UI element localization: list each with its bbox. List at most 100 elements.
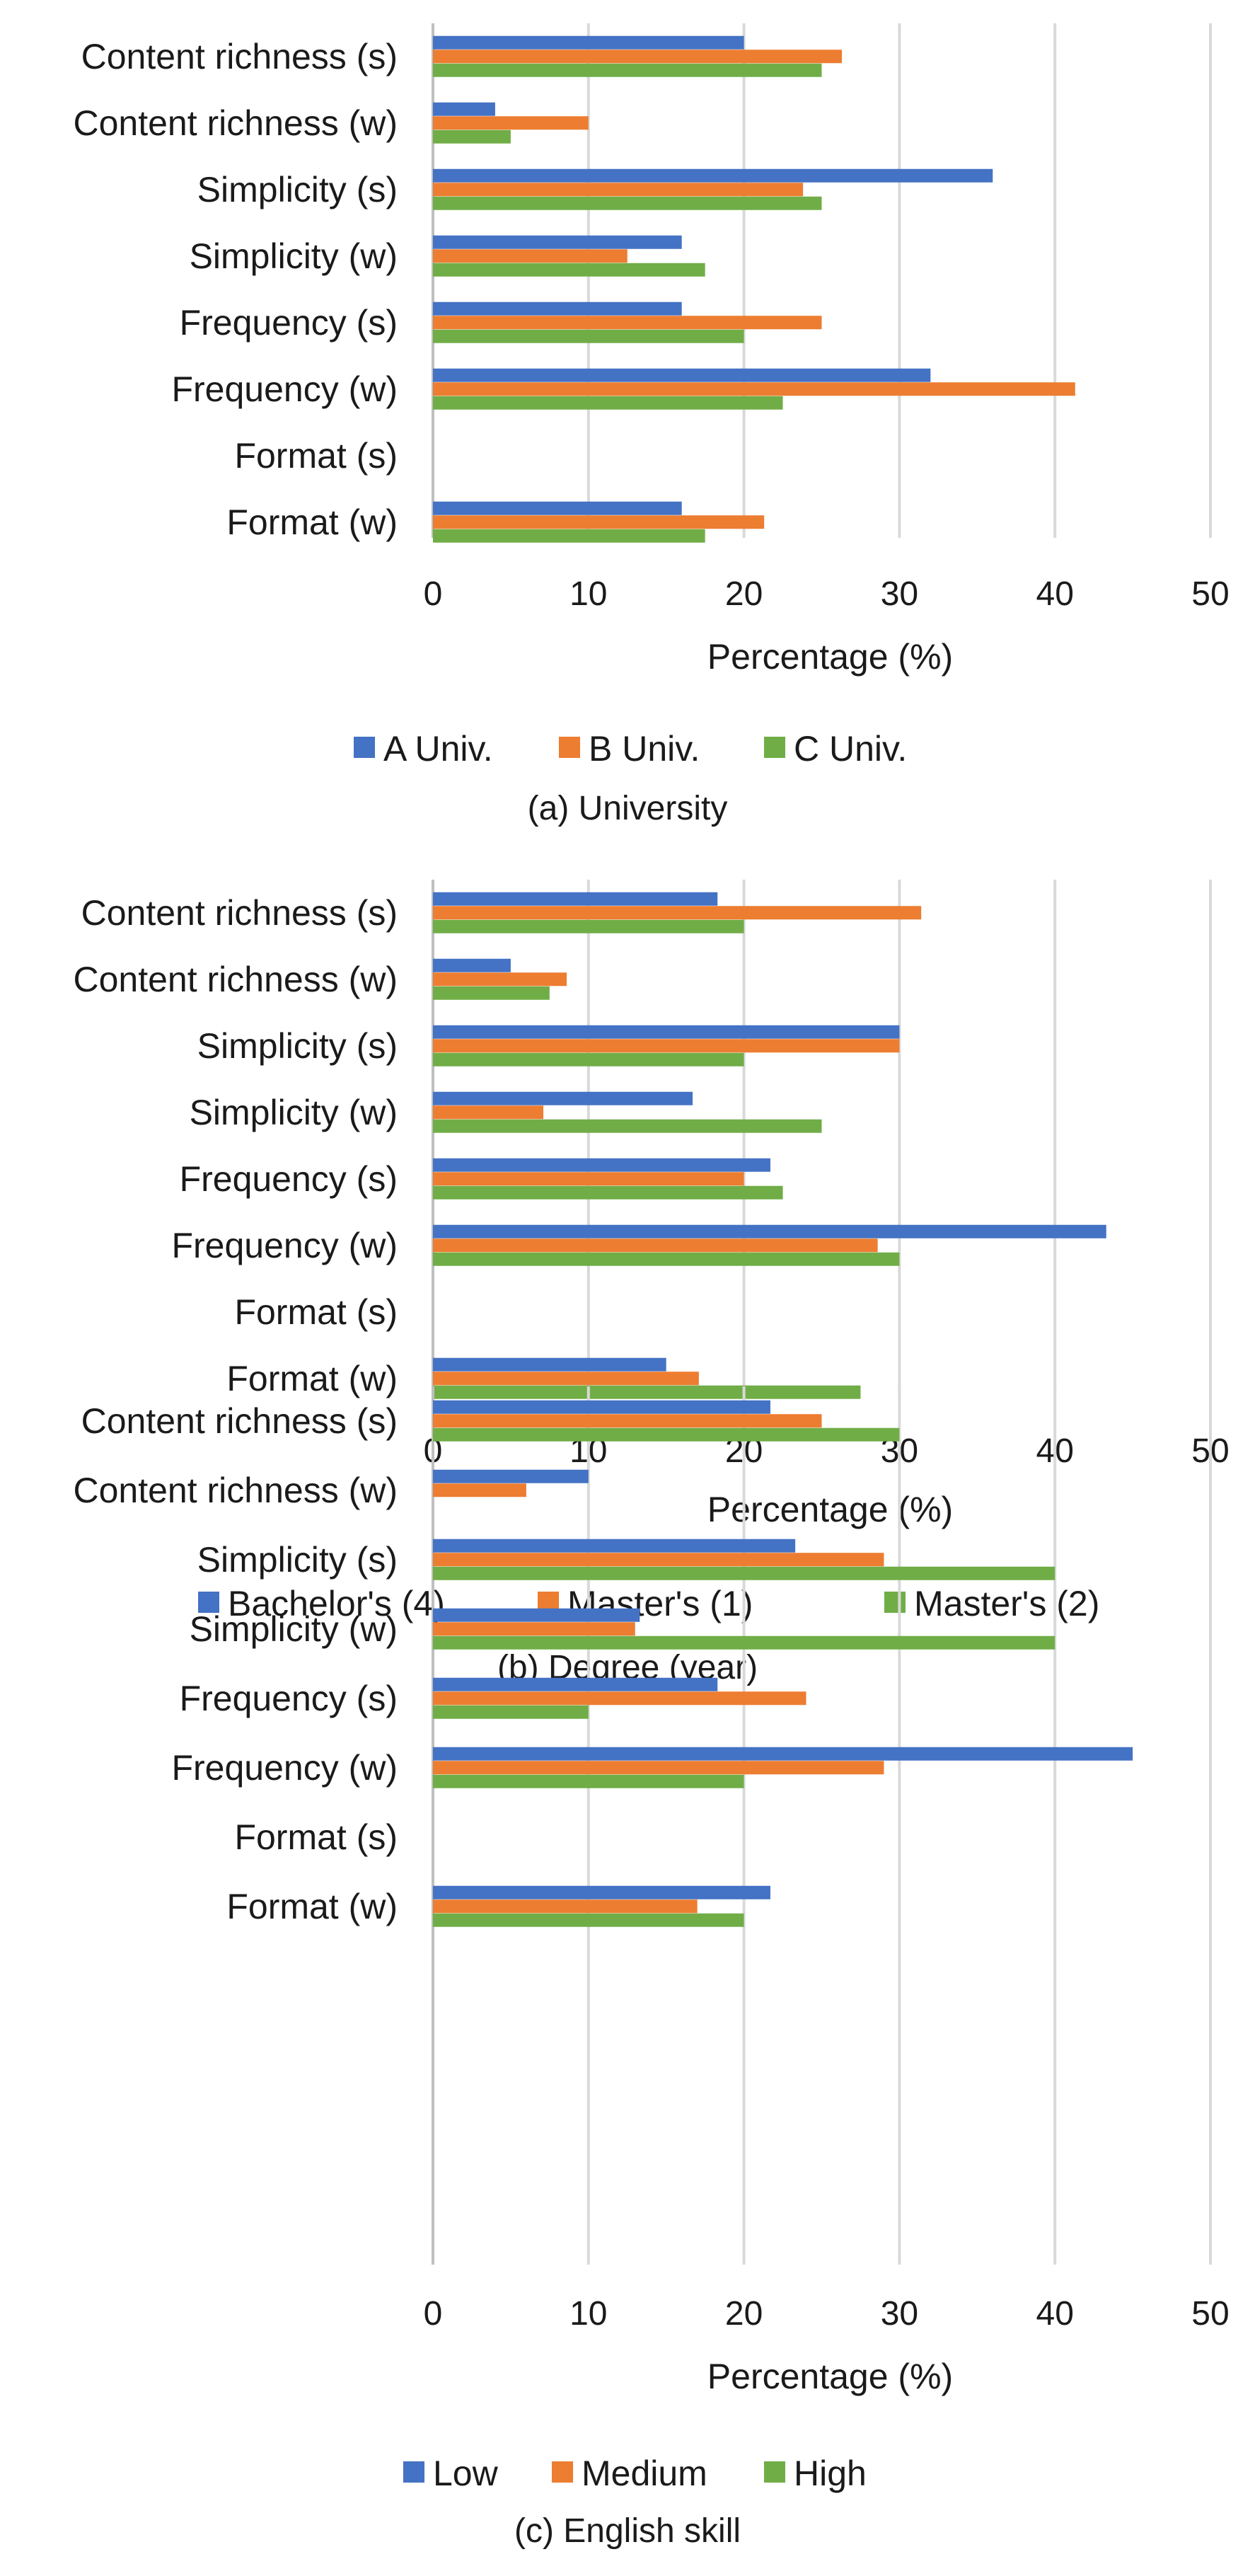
category-label: Content richness (s) bbox=[81, 893, 398, 933]
x-axis-title: Percentage (%) bbox=[707, 2357, 953, 2396]
x-tick-label: 10 bbox=[569, 2295, 607, 2333]
bar bbox=[433, 249, 628, 263]
bar bbox=[433, 316, 822, 330]
category-label: Simplicity (s) bbox=[197, 1540, 398, 1580]
x-axis-title: Percentage (%) bbox=[707, 1490, 953, 1529]
category-label: Format (w) bbox=[226, 502, 398, 542]
bar bbox=[433, 1774, 744, 1788]
bar bbox=[433, 235, 682, 249]
bar bbox=[433, 1052, 744, 1066]
category-label: Content richness (w) bbox=[74, 103, 398, 143]
bar bbox=[433, 1539, 796, 1553]
bar bbox=[433, 958, 511, 972]
x-tick-label: 50 bbox=[1191, 2295, 1229, 2333]
bar bbox=[433, 1566, 1056, 1580]
bar bbox=[433, 1483, 526, 1497]
bar bbox=[433, 1608, 640, 1622]
bar bbox=[433, 1400, 770, 1414]
x-tick-label: 40 bbox=[1036, 2295, 1074, 2333]
category-label: Content richness (s) bbox=[81, 37, 398, 76]
category-label: Frequency (w) bbox=[171, 1748, 398, 1788]
bar bbox=[433, 35, 744, 50]
bar bbox=[433, 1553, 884, 1567]
bar bbox=[433, 382, 1075, 396]
bar bbox=[433, 1185, 783, 1200]
bar bbox=[433, 1677, 718, 1691]
bar bbox=[433, 1469, 589, 1483]
legend-swatch bbox=[764, 737, 785, 758]
category-label: Content richness (w) bbox=[74, 960, 398, 999]
bar bbox=[433, 1372, 699, 1386]
legend-swatch bbox=[354, 737, 375, 758]
bar bbox=[433, 1091, 693, 1105]
bar bbox=[433, 1747, 1133, 1761]
category-label: Frequency (w) bbox=[171, 369, 398, 409]
legend-label: Master's (2) bbox=[914, 1584, 1099, 1623]
category-label: Content richness (w) bbox=[74, 1471, 398, 1510]
bar bbox=[433, 1885, 770, 1899]
panel-caption: (c) English skill bbox=[514, 2512, 741, 2550]
category-label: Simplicity (w) bbox=[190, 1093, 398, 1132]
category-label: Format (s) bbox=[234, 1817, 398, 1857]
category-label: Simplicity (s) bbox=[197, 170, 398, 209]
x-tick-label: 30 bbox=[881, 2295, 918, 2333]
x-tick-label: 40 bbox=[1036, 575, 1074, 613]
legend-label: B Univ. bbox=[589, 729, 700, 769]
category-label: Simplicity (w) bbox=[190, 1609, 398, 1649]
category-label: Format (w) bbox=[226, 1887, 398, 1926]
bar bbox=[433, 906, 922, 920]
category-label: Format (s) bbox=[234, 1292, 398, 1332]
bar bbox=[433, 1622, 635, 1636]
x-tick-label: 0 bbox=[424, 575, 443, 613]
bar bbox=[433, 1357, 666, 1372]
bar bbox=[433, 1224, 1106, 1238]
legend-swatch bbox=[198, 1592, 219, 1613]
legend-swatch bbox=[403, 2461, 424, 2483]
bar bbox=[433, 1761, 884, 1775]
category-label: Frequency (w) bbox=[171, 1226, 398, 1265]
panel-caption: (a) University bbox=[528, 790, 728, 827]
bar bbox=[433, 102, 495, 116]
bar bbox=[433, 1105, 544, 1120]
bar bbox=[433, 1913, 744, 1927]
category-label: Simplicity (w) bbox=[190, 236, 398, 276]
bar bbox=[433, 396, 783, 410]
category-label: Frequency (s) bbox=[180, 1159, 398, 1199]
bar bbox=[433, 301, 682, 316]
bar bbox=[433, 1238, 878, 1253]
bar bbox=[433, 196, 822, 210]
x-tick-label: 50 bbox=[1191, 575, 1229, 613]
legend-label: Medium bbox=[582, 2454, 707, 2493]
bar bbox=[433, 1385, 861, 1399]
legend-swatch bbox=[552, 2461, 573, 2483]
x-tick-label: 10 bbox=[569, 575, 607, 613]
legend-swatch bbox=[764, 2461, 785, 2483]
bar bbox=[433, 116, 589, 130]
legend-label: Low bbox=[433, 2454, 499, 2493]
x-tick-label: 20 bbox=[725, 2295, 763, 2333]
legend-label: High bbox=[794, 2454, 867, 2493]
panel-degree: Content richness (s) Content richness (w)… bbox=[74, 880, 1230, 1686]
category-label: Simplicity (s) bbox=[197, 1026, 398, 1066]
bar bbox=[433, 1119, 822, 1133]
legend-swatch bbox=[559, 737, 580, 758]
bar bbox=[433, 168, 993, 183]
bar bbox=[433, 986, 550, 1000]
panel-university: Content richness (s) Content richness (w)… bbox=[74, 23, 1230, 827]
bar bbox=[433, 183, 804, 197]
bar bbox=[433, 1691, 806, 1706]
bar bbox=[433, 1635, 1056, 1650]
x-tick-label: 0 bbox=[424, 2295, 443, 2333]
category-label: Format (w) bbox=[226, 1359, 398, 1398]
bar bbox=[433, 50, 843, 64]
bar bbox=[433, 1172, 744, 1186]
bar bbox=[433, 263, 705, 277]
category-label: Frequency (s) bbox=[180, 1679, 398, 1718]
bar bbox=[433, 529, 705, 543]
x-tick-label: 20 bbox=[725, 575, 763, 613]
bar bbox=[433, 368, 931, 382]
bar bbox=[433, 1252, 900, 1266]
bar bbox=[433, 63, 822, 77]
bar bbox=[433, 1899, 698, 1914]
